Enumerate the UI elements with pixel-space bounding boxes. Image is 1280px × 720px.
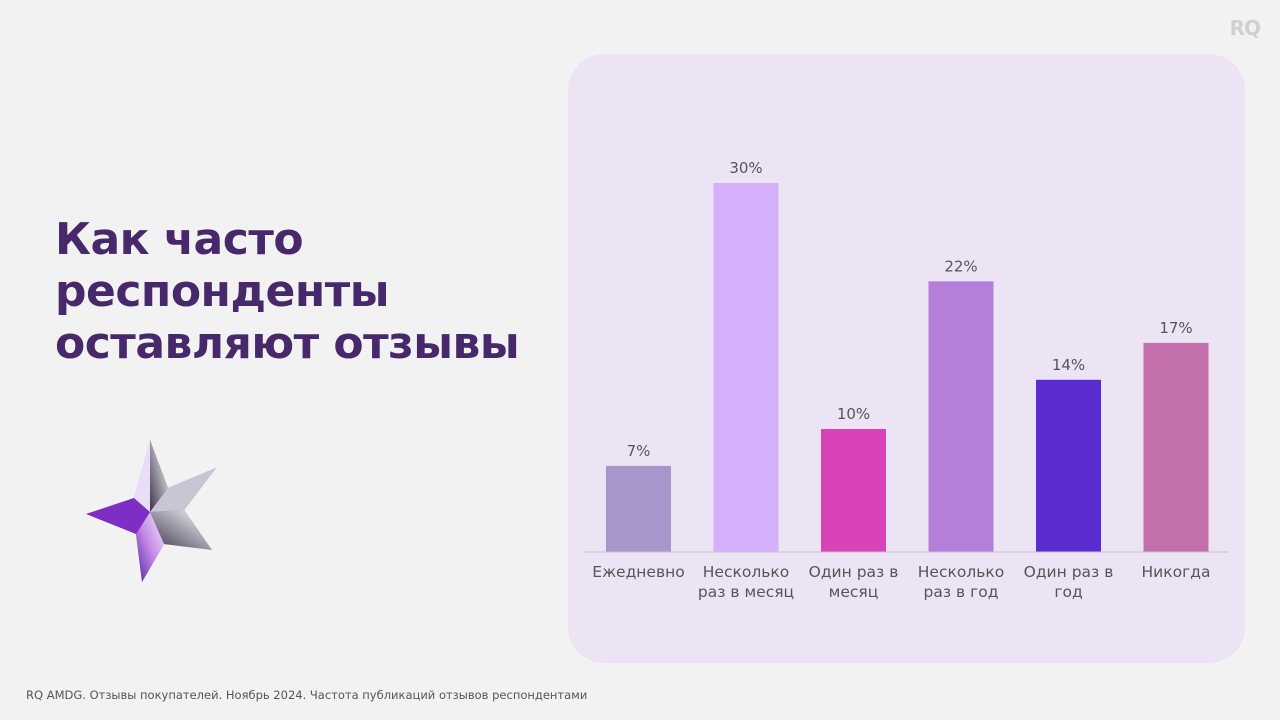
x-tick-label-line: Никогда — [1142, 563, 1211, 581]
bar — [606, 465, 671, 552]
x-tick-label-line: Ежедневно — [592, 563, 684, 581]
title-line: Как часто — [55, 214, 304, 265]
bar — [1143, 342, 1209, 552]
bar-chart: 7% Ежедневно 30% Несколько раз в месяц 10% Оди… — [584, 159, 1229, 601]
chart-panel: 7% Ежедневно 30% Несколько раз в месяц 10% Оди… — [568, 54, 1245, 663]
bar — [928, 281, 994, 552]
x-tick-label: Ежедневно — [592, 563, 684, 581]
data-label: 30% — [729, 159, 762, 177]
page-title: Как часто респонденты оставляют отзывы — [55, 214, 575, 370]
x-tick-label: Несколько раз в год — [918, 563, 1004, 601]
x-tick-label-line: раз в год — [924, 583, 999, 601]
data-label: 17% — [1159, 319, 1192, 337]
data-label: 14% — [1052, 356, 1085, 374]
x-tick-label: Никогда — [1142, 563, 1211, 581]
x-tick-label: Один раз в месяц — [809, 563, 899, 601]
x-tick-label-line: год — [1054, 583, 1082, 601]
title-line: респонденты — [55, 266, 390, 317]
bar — [1036, 379, 1101, 552]
brand-logo: RQ — [1229, 16, 1261, 40]
x-tick-label-line: раз в месяц — [698, 583, 794, 601]
chrome-star-icon — [86, 440, 216, 582]
x-tick-label-line: месяц — [829, 583, 879, 601]
x-tick-label-line: Несколько — [703, 563, 789, 581]
x-tick-label: Один раз в год — [1024, 563, 1114, 601]
data-label: 10% — [837, 405, 870, 423]
x-tick-label-line: Несколько — [918, 563, 1004, 581]
x-tick-label-line: Один раз в — [1024, 563, 1114, 581]
x-tick-label: Несколько раз в месяц — [698, 563, 794, 601]
bar — [713, 183, 779, 552]
data-label: 22% — [944, 257, 977, 275]
title-line: оставляют отзывы — [55, 318, 520, 369]
source-note: RQ AMDG. Отзывы покупателей. Ноябрь 2024… — [26, 688, 588, 702]
x-tick-label-line: Один раз в — [809, 563, 899, 581]
data-label: 7% — [627, 442, 651, 460]
bar — [821, 429, 886, 552]
